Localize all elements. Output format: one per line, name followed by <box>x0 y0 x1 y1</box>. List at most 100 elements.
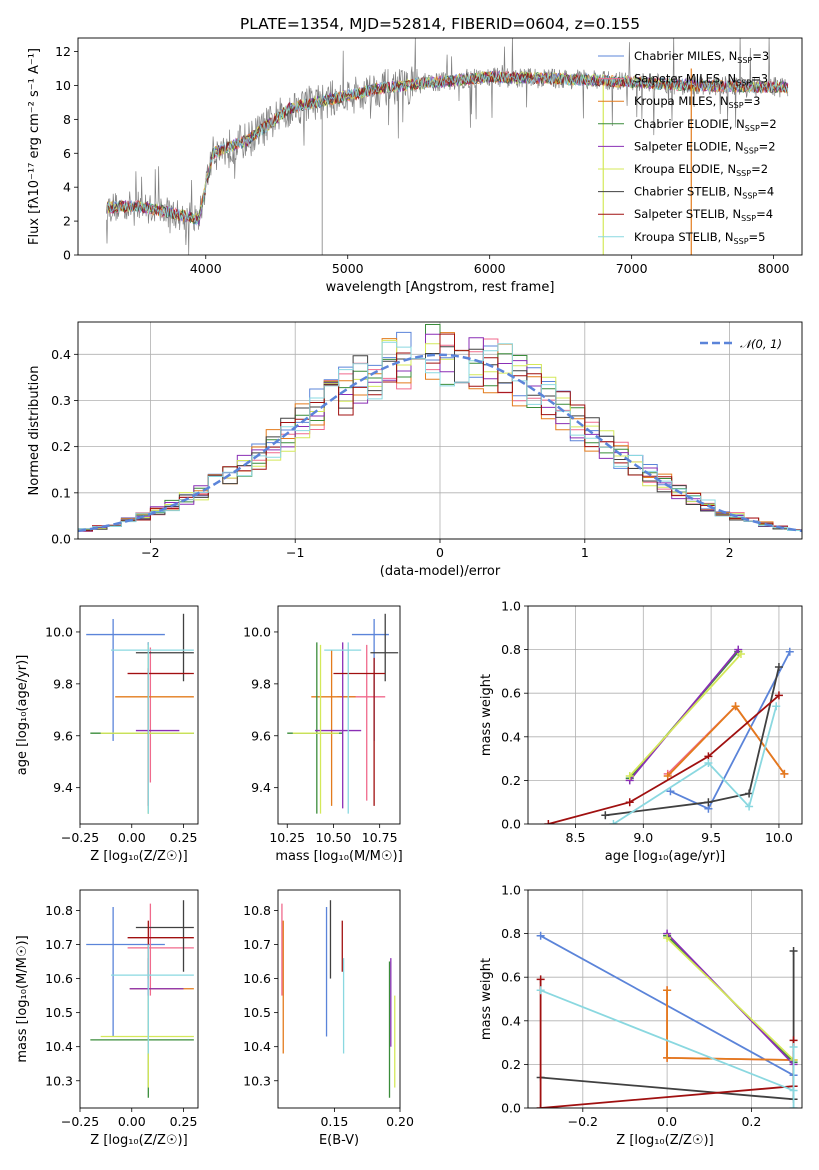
x-tick-label: 8.5 <box>566 830 586 845</box>
x-tick-label: 8000 <box>758 261 790 276</box>
y-tick-label: 0.4 <box>501 729 521 744</box>
y-tick-label: 8 <box>63 112 71 127</box>
x-tick-label: 9.0 <box>633 830 653 845</box>
model-spectrum-line <box>106 71 789 225</box>
weight-point-marker <box>601 811 610 820</box>
x-tick-label: 0.00 <box>118 830 146 845</box>
weight-point-marker <box>663 772 672 781</box>
weight-series-line <box>629 653 742 777</box>
weight-point-marker <box>704 758 713 767</box>
x-tick-label: −2 <box>141 545 159 560</box>
x-axis-label: Z [log₁₀(Z/Z☉)] <box>616 1133 713 1148</box>
weight-point-marker <box>663 986 672 995</box>
weight-point-marker <box>663 1053 672 1062</box>
y-tick-label: 10.3 <box>45 1073 73 1088</box>
weight-series-line <box>548 694 780 824</box>
figure-title: PLATE=1354, MJD=52814, FIBERID=0604, z=0… <box>240 15 640 33</box>
weight-point-marker <box>774 663 783 672</box>
weight-point-marker <box>625 772 634 781</box>
y-tick-label: 0.4 <box>501 1013 521 1028</box>
y-tick-label: 12 <box>55 44 71 59</box>
legend-label: Chabrier MILES, NSSP=3 <box>634 49 769 65</box>
x-axis-label: mass [log₁₀(M/M☉)] <box>275 849 402 864</box>
y-tick-label: 10.4 <box>45 1039 73 1054</box>
weight-series-line <box>666 990 794 1061</box>
y-tick-label: 0.2 <box>501 1057 521 1072</box>
weight-point-marker <box>704 798 713 807</box>
x-tick-label: −0.2 <box>568 1114 598 1129</box>
spectrum-panel: 4000 5000 6000 7000 8000 0 2 4 6 8 10 12 wavelength … <box>27 37 803 295</box>
weight-series-line <box>613 706 778 824</box>
y-axis-label: Flux [fλ10⁻¹⁷ erg cm⁻² s⁻¹ A⁻¹] <box>27 48 42 245</box>
weight-plot-area <box>536 929 798 1108</box>
residuals-panel: −2 −1 0 1 2 0.0 0.1 0.2 0.3 0.4 (data-model)/error… <box>27 321 803 579</box>
weight-point-marker <box>625 798 634 807</box>
errorbar-plot-area <box>287 613 399 814</box>
axes-frame <box>77 37 803 256</box>
y-tick-label: 10.7 <box>243 937 271 952</box>
x-tick-label: −1 <box>286 545 304 560</box>
y-tick-label: 10.6 <box>243 971 271 986</box>
y-tick-label: 0.4 <box>51 347 71 362</box>
x-tick-label: 0.0 <box>657 1114 677 1129</box>
x-tick-label: 7000 <box>616 261 648 276</box>
x-tick-label: −0.25 <box>61 830 99 845</box>
x-axis-label: Z [log₁₀(Z/Z☉)] <box>90 1133 187 1148</box>
y-tick-label: 9.6 <box>53 728 73 743</box>
mass-vs-ebv-panel: 0.15 0.20 10.3 10.4 10.5 10.6 10.7 10.8 E(B-V) <box>243 889 414 1148</box>
y-tick-label: 9.8 <box>251 676 271 691</box>
x-tick-label: 10.50 <box>316 830 352 845</box>
x-axis-label: age [log₁₀(age/yr)] <box>605 849 726 864</box>
y-tick-label: 10.0 <box>45 624 73 639</box>
x-tick-label: 10.75 <box>362 830 398 845</box>
weight-point-marker <box>663 933 672 942</box>
x-tick-label: 0.2 <box>741 1114 761 1129</box>
legend-label: Kroupa ELODIE, NSSP=2 <box>634 162 768 178</box>
x-tick-label: 0.25 <box>170 1114 198 1129</box>
weight-point-marker <box>789 1042 798 1051</box>
y-tick-label: 0.3 <box>51 393 71 408</box>
axes-frame <box>527 889 803 1109</box>
x-tick-label: 0 <box>436 545 444 560</box>
weight-point-marker <box>536 931 545 940</box>
x-tick-label: 0.20 <box>386 1114 414 1129</box>
y-tick-label: 0.0 <box>51 532 71 547</box>
y-tick-label: 6 <box>63 146 71 161</box>
normal-reference-curve <box>78 353 802 533</box>
y-tick-label: 0.8 <box>501 642 521 657</box>
legend-label: Chabrier STELIB, NSSP=4 <box>634 185 774 201</box>
y-tick-label: 0.6 <box>501 686 521 701</box>
axes-frame <box>79 889 199 1109</box>
mass-vs-metallicity-panel: −0.25 0.00 0.25 10.3 10.4 10.5 10.6 10.7 10.8 Z [… <box>15 889 199 1148</box>
x-tick-label: 1 <box>581 545 589 560</box>
y-tick-label: 10.6 <box>45 971 73 986</box>
y-tick-label: 10.5 <box>243 1005 271 1020</box>
weight-point-marker <box>772 702 781 711</box>
axes-frame <box>277 605 401 825</box>
age-vs-metallicity-panel: −0.25 0.00 0.25 9.4 9.6 9.8 10.0 Z [log₁₀(Z/Z☉)… <box>15 605 199 864</box>
weight-point-marker <box>734 645 743 654</box>
weight-point-marker <box>544 820 553 824</box>
x-tick-label: 5000 <box>332 261 364 276</box>
y-axis-label: mass weight <box>479 674 494 756</box>
weight-point-marker <box>789 1104 798 1108</box>
y-tick-label: 0.0 <box>501 1101 521 1116</box>
legend-label: Kroupa MILES, NSSP=3 <box>634 94 760 110</box>
y-tick-label: 9.4 <box>53 780 73 795</box>
weight-point-marker <box>666 787 675 796</box>
y-tick-label: 1.0 <box>501 883 521 898</box>
weight-point-marker <box>774 691 783 700</box>
y-tick-label: 10.5 <box>45 1005 73 1020</box>
y-tick-label: 0.1 <box>51 485 71 500</box>
x-axis-label: wavelength [Angstrom, rest frame] <box>326 280 555 295</box>
errorbar-plot-area <box>281 900 396 1098</box>
weight-series-line <box>540 989 795 1108</box>
y-tick-label: 10.3 <box>243 1073 271 1088</box>
weight-series-line <box>666 990 794 1061</box>
weight-series-line <box>666 937 795 1061</box>
y-tick-label: 0.2 <box>51 439 71 454</box>
y-tick-label: 10.0 <box>243 624 271 639</box>
x-tick-label: −0.25 <box>61 1114 99 1129</box>
weight-point-marker <box>785 647 794 656</box>
y-tick-label: 10.8 <box>45 903 73 918</box>
